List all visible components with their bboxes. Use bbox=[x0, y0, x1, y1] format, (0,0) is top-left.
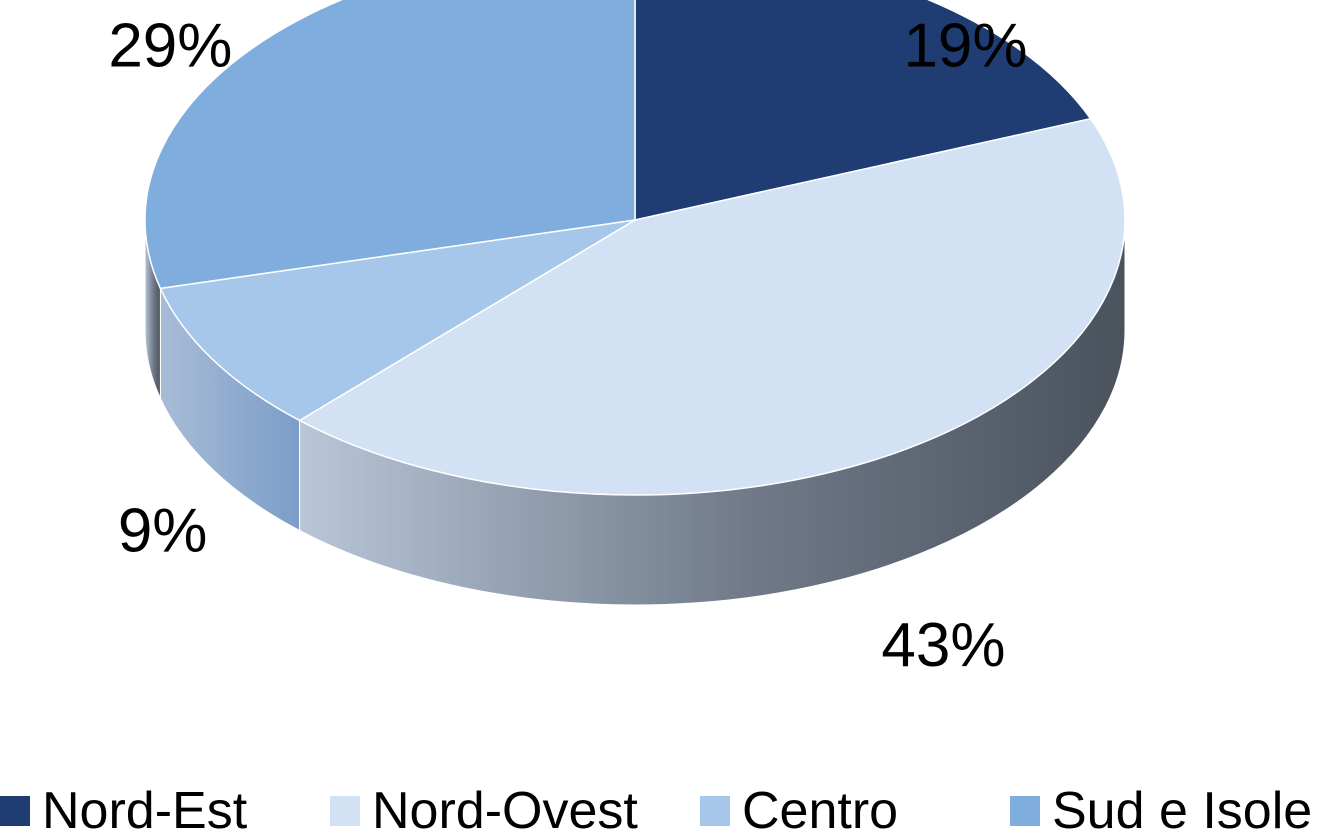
legend-label: Sud e Isole bbox=[1052, 782, 1313, 840]
data-label-nord-est: 19% bbox=[903, 11, 1027, 80]
legend-label: Nord-Ovest bbox=[372, 782, 638, 840]
pie-slice-nord-est bbox=[634, 0, 1092, 221]
legend-label: Centro bbox=[742, 782, 899, 840]
data-label-sud-e-isole: 29% bbox=[108, 11, 232, 80]
legend-swatch bbox=[330, 796, 360, 826]
pie-slice-centro bbox=[159, 219, 636, 422]
data-label-centro: 9% bbox=[118, 496, 208, 565]
legend-item-sud-e-isole: Sud e Isole bbox=[1010, 782, 1312, 840]
legend: Nord-Est Nord-Ovest Centro Sud e Isole bbox=[0, 782, 1324, 840]
legend-swatch bbox=[0, 796, 30, 826]
pie-labels: 19% 43% 9% 29% bbox=[108, 11, 1027, 680]
legend-item-nord-ovest: Nord-Ovest bbox=[330, 782, 638, 840]
pie-slice-nord-ovest bbox=[298, 117, 1126, 496]
pie-chart: 19% 43% 9% 29% bbox=[108, 0, 1126, 680]
legend-item-centro: Centro bbox=[700, 782, 898, 840]
legend-swatch bbox=[1010, 796, 1040, 826]
legend-swatch bbox=[700, 796, 730, 826]
legend-item-nord-est: Nord-Est bbox=[0, 782, 247, 840]
pie-slice-sud-e-isole bbox=[144, 0, 636, 290]
data-label-nord-ovest: 43% bbox=[881, 611, 1005, 680]
pie-slices bbox=[144, 0, 1126, 496]
legend-label: Nord-Est bbox=[42, 782, 248, 840]
